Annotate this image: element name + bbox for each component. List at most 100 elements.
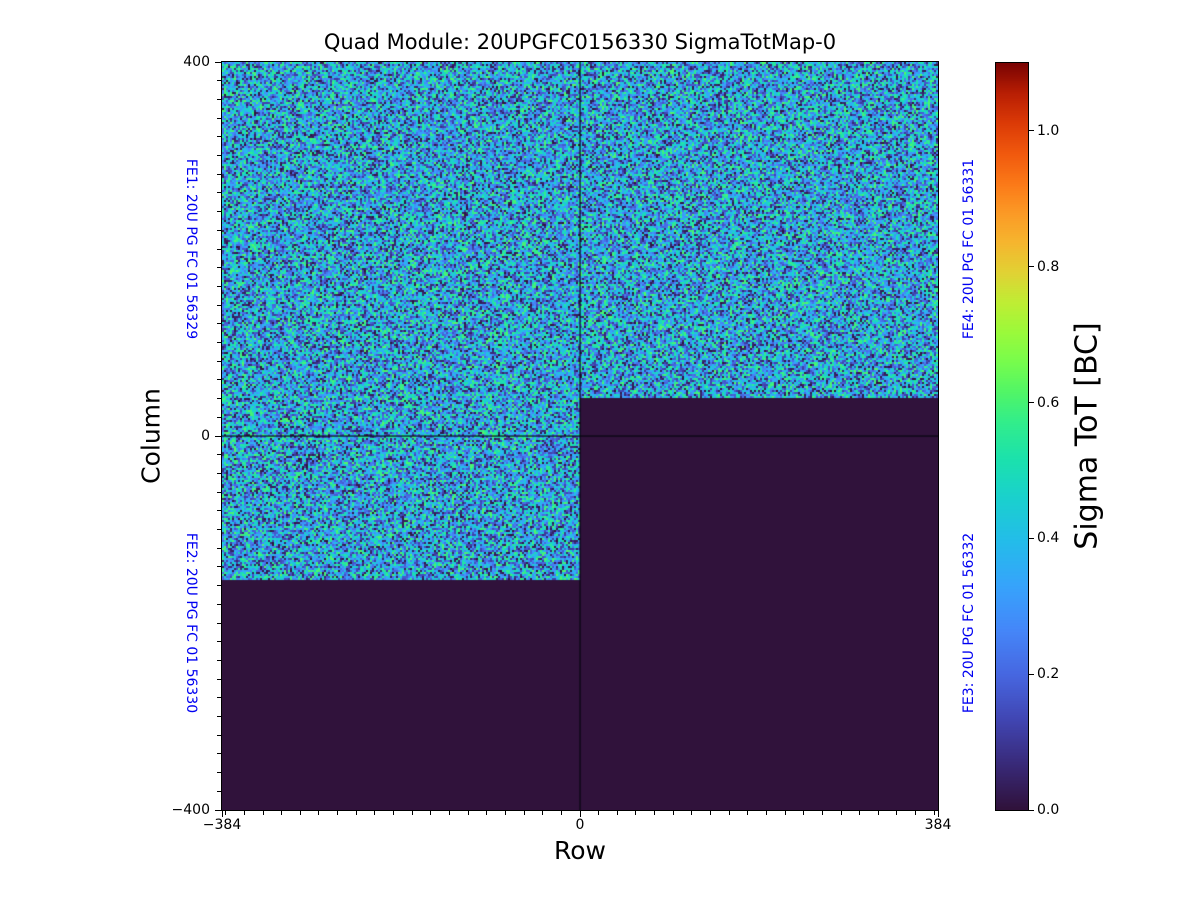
plot-title: Quad Module: 20UPGFC0156330 SigmaTotMap-…	[323, 30, 837, 54]
tick-mark	[221, 811, 223, 817]
tick-mark	[217, 491, 221, 493]
tick-mark	[217, 566, 221, 568]
tick-mark	[243, 811, 245, 815]
x-tick-label: 0	[575, 817, 585, 833]
fe1-chip-label: FE1: 20U PG FC 01 56329	[183, 158, 199, 340]
x-axis-label: Row	[554, 836, 606, 865]
colorbar-tick-label: 1.0	[1037, 123, 1060, 139]
tick-mark	[217, 248, 221, 250]
tick-mark	[217, 529, 221, 530]
tick-mark	[215, 61, 221, 63]
colorbar-tick-label: 0.4	[1037, 530, 1060, 546]
tick-mark	[654, 811, 656, 815]
tick-mark	[217, 772, 221, 774]
tick-mark	[299, 811, 301, 815]
tick-mark	[523, 811, 525, 815]
tick-mark	[710, 811, 712, 815]
fe3-chip-label: FE3: 20U PG FC 01 56332	[961, 532, 977, 714]
tick-mark	[217, 641, 221, 643]
tick-mark	[217, 659, 221, 661]
tick-mark	[217, 360, 221, 362]
tick-mark	[1029, 130, 1034, 132]
tick-mark	[355, 811, 357, 815]
tick-mark	[217, 155, 221, 156]
tick-mark	[504, 811, 506, 815]
tick-mark	[217, 547, 221, 549]
tick-mark	[896, 811, 898, 815]
tick-mark	[937, 811, 939, 817]
tick-mark	[217, 454, 221, 456]
tick-mark	[217, 229, 221, 231]
colorbar-gradient-canvas	[996, 63, 1028, 810]
tick-mark	[217, 117, 221, 119]
tick-mark	[579, 811, 581, 817]
tick-mark	[821, 811, 823, 815]
colorbar-tick-label: 0.8	[1037, 259, 1060, 275]
tick-mark	[217, 136, 221, 138]
tick-mark	[217, 379, 221, 381]
tick-mark	[281, 811, 283, 815]
tick-mark	[1029, 673, 1034, 675]
y-axis-label: Column	[136, 388, 166, 484]
y-tick-label: −400	[171, 802, 210, 818]
tick-mark	[217, 285, 221, 287]
tick-mark	[467, 811, 469, 815]
fe2-chip-label: FE2: 20U PG FC 01 56330	[183, 532, 199, 714]
tick-mark	[598, 811, 600, 815]
tick-mark	[803, 811, 805, 815]
colorbar-tick-label: 0.2	[1037, 666, 1060, 682]
tick-mark	[1029, 402, 1034, 404]
tick-mark	[217, 80, 221, 82]
tick-mark	[217, 323, 221, 325]
tick-mark	[542, 811, 544, 815]
tick-mark	[728, 811, 730, 815]
tick-mark	[262, 811, 264, 815]
tick-mark	[933, 811, 935, 815]
tick-mark	[765, 811, 767, 815]
tick-mark	[859, 811, 861, 815]
tick-mark	[217, 716, 221, 717]
tick-mark	[430, 811, 432, 815]
tick-mark	[217, 98, 221, 100]
tick-mark	[217, 211, 221, 213]
colorbar	[995, 62, 1029, 811]
tick-mark	[217, 697, 221, 699]
tick-mark	[635, 811, 637, 815]
tick-mark	[217, 416, 221, 418]
tick-mark	[217, 192, 221, 194]
tick-mark	[217, 304, 221, 306]
heatmap-axes	[221, 61, 939, 811]
colorbar-tick-label: 0.0	[1037, 802, 1060, 818]
tick-mark	[784, 811, 786, 815]
tick-mark	[217, 790, 221, 792]
tick-mark	[217, 678, 221, 680]
tick-mark	[215, 435, 221, 437]
tick-mark	[217, 398, 221, 400]
tick-mark	[217, 342, 221, 343]
tick-mark	[840, 811, 842, 815]
tick-mark	[225, 811, 227, 815]
tick-mark	[217, 173, 221, 175]
tick-mark	[915, 811, 917, 815]
x-tick-label: −384	[202, 817, 242, 833]
tick-mark	[448, 811, 450, 815]
tick-mark	[217, 622, 221, 624]
fe4-chip-label: FE4: 20U PG FC 01 56331	[961, 158, 977, 340]
y-tick-label: 400	[183, 54, 210, 70]
tick-mark	[374, 811, 376, 815]
colorbar-axis-label: Sigma ToT [BC]	[1069, 322, 1105, 550]
tick-mark	[1029, 266, 1034, 268]
heatmap-canvas	[222, 62, 938, 810]
tick-mark	[877, 811, 879, 815]
tick-mark	[215, 809, 221, 811]
tick-mark	[1029, 537, 1034, 539]
x-tick-label: 384	[924, 817, 952, 833]
tick-mark	[318, 811, 320, 815]
tick-mark	[486, 811, 488, 815]
tick-mark	[691, 811, 693, 815]
tick-mark	[337, 811, 339, 815]
tick-mark	[217, 267, 221, 269]
tick-mark	[1029, 809, 1034, 811]
tick-mark	[217, 510, 221, 512]
